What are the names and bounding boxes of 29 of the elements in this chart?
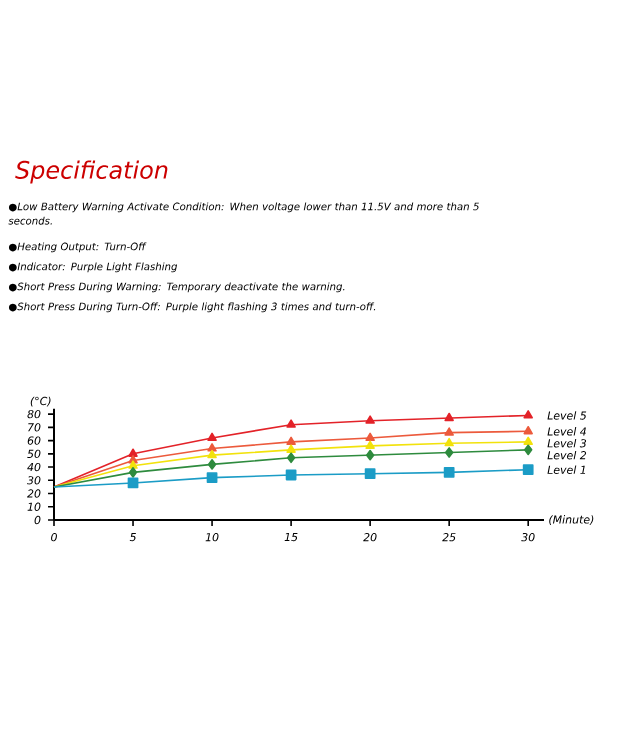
point	[207, 449, 217, 459]
point	[206, 472, 218, 484]
point	[207, 459, 217, 470]
point	[523, 410, 533, 419]
point	[365, 432, 375, 442]
point	[523, 425, 533, 435]
point	[522, 464, 534, 476]
point	[128, 448, 138, 457]
point	[286, 452, 296, 464]
point	[365, 440, 375, 449]
point	[364, 468, 376, 480]
point	[128, 466, 138, 478]
point	[286, 444, 296, 453]
point	[523, 436, 533, 445]
point	[444, 437, 454, 447]
point	[444, 427, 454, 436]
point	[286, 419, 296, 428]
point	[128, 460, 138, 469]
point	[365, 449, 375, 461]
point	[286, 436, 296, 445]
point	[443, 466, 455, 478]
point	[444, 447, 454, 458]
point	[523, 444, 533, 456]
point	[365, 415, 375, 424]
point	[207, 443, 217, 452]
point	[444, 412, 454, 422]
point	[207, 432, 217, 442]
point	[128, 455, 138, 464]
chart-title: Specification	[15, 160, 168, 184]
